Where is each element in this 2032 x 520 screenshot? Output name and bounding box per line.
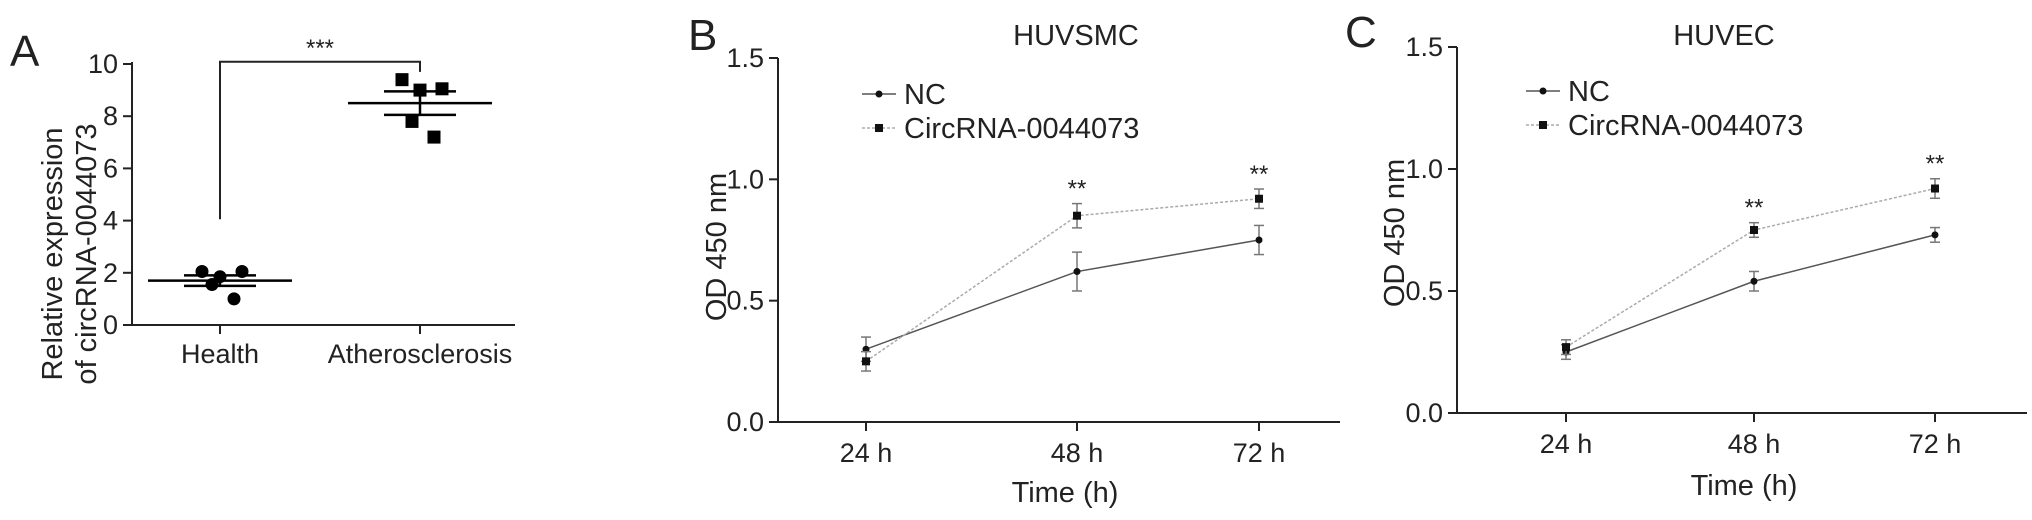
panel-a-x-tick-label: Atherosclerosis: [328, 339, 513, 369]
panel-c-legend-marker: [1539, 87, 1547, 95]
panel-b-significance-label: **: [1068, 175, 1087, 202]
panel-c-point-circrna: [1750, 226, 1758, 234]
panel-c-significance-label: **: [1745, 194, 1764, 221]
panel-a-ylabel-line2: of circRNA-0044073: [71, 123, 103, 384]
panel-b: B HUVSMC OD 450 nm Time (h) 0.0 0.5 1.0 1.5…: [688, 11, 1340, 509]
panel-a-point-health: [227, 292, 241, 306]
panel-c-point-nc: [1931, 231, 1939, 239]
panel-c-plot-area: 0.0 0.5 1.0 1.5 24 h 48 h 72 h NCCircRNA-004407…: [1405, 32, 2027, 459]
panel-b-y-tick-label: 1.0: [726, 164, 764, 194]
panel-a-ylabel: Relative expression of circRNA-0044073: [37, 123, 103, 384]
panel-b-y-tick-label: 1.5: [726, 43, 764, 73]
panel-a-y-tick-label: 0: [103, 310, 118, 340]
panel-c-point-nc: [1750, 277, 1758, 285]
panel-a-point-atherosclerosis: [427, 130, 441, 144]
panel-c-y-tick-label: 1.5: [1405, 32, 1443, 62]
panel-c-y-tick-label: 0.5: [1405, 276, 1443, 306]
panel-a-significance-bracket: [219, 60, 421, 220]
panel-b-point-circrna: [1073, 211, 1081, 220]
panel-c-xlabel: Time (h): [1691, 470, 1798, 502]
panel-b-point-nc: [1073, 268, 1081, 276]
panel-b-significance-label: **: [1250, 161, 1269, 188]
panel-b-x-tick-label: 48 h: [1051, 438, 1104, 468]
panel-a-y-tick-label: 8: [103, 101, 118, 131]
panel-b-y-tick-label: 0.0: [726, 407, 764, 437]
panel-a-y-tick-label: 4: [103, 206, 118, 236]
panel-c-ylabel: OD 450 nm: [1379, 159, 1411, 307]
panel-c: C HUVEC OD 450 nm Time (h) 0.0 0.5 1.0 1.5 2…: [1345, 8, 2027, 502]
panel-b-title: HUVSMC: [1013, 20, 1139, 52]
panel-c-letter: C: [1345, 8, 1377, 57]
panel-b-point-circrna: [862, 357, 870, 366]
panel-a-significance-label: ***: [306, 35, 334, 62]
panel-a-point-atherosclerosis: [435, 82, 449, 96]
panel-a-point-atherosclerosis: [405, 114, 419, 128]
panel-c-legend-label: NC: [1568, 76, 1610, 108]
panel-a-point-atherosclerosis: [395, 73, 409, 87]
panel-a-point-atherosclerosis: [413, 83, 427, 97]
panel-b-point-circrna: [1255, 194, 1263, 203]
panel-a-x-tick-label: Health: [181, 339, 259, 369]
panel-b-legend-label: NC: [904, 79, 946, 111]
panel-b-plot-area: 0.0 0.5 1.0 1.5 24 h 48 h 72 h NCCircRNA-004407…: [726, 43, 1340, 468]
panel-b-legend-marker: [875, 124, 883, 132]
panel-c-legend-label: CircRNA-0044073: [1568, 110, 1803, 142]
panel-a-y-tick-label: 10: [88, 49, 118, 79]
panel-c-legend-marker: [1539, 121, 1547, 129]
panel-b-ylabel: OD 450 nm: [701, 173, 733, 321]
panel-c-point-circrna: [1562, 343, 1570, 352]
panel-c-y-tick-label: 1.0: [1405, 154, 1443, 184]
panel-c-x-tick-label: 72 h: [1909, 429, 1962, 459]
panel-a: A Relative expression of circRNA-0044073…: [10, 27, 515, 385]
panel-a-letter: A: [10, 27, 40, 76]
panel-b-series-line: [865, 239, 1260, 350]
panel-c-y-tick-label: 0.0: [1405, 398, 1443, 428]
panel-c-point-circrna: [1931, 184, 1939, 193]
panel-c-x-tick-label: 48 h: [1728, 429, 1781, 459]
panel-a-y-tick-label: 2: [103, 258, 118, 288]
panel-b-legend-label: CircRNA-0044073: [904, 113, 1139, 145]
panel-b-point-nc: [1255, 236, 1263, 244]
panel-c-series-line: [1565, 234, 1936, 353]
panel-c-significance-label: **: [1926, 150, 1945, 177]
panel-a-y-tick-label: 6: [103, 153, 118, 183]
panel-a-plot-area: 0 2 4 6 8 10 Health Atherosclerosis ***: [88, 35, 515, 369]
panel-b-xlabel: Time (h): [1012, 477, 1119, 509]
panel-c-title: HUVEC: [1673, 20, 1775, 52]
panel-b-x-tick-label: 72 h: [1233, 438, 1286, 468]
panel-a-ylabel-line1: Relative expression: [37, 127, 69, 380]
panel-b-letter: B: [688, 11, 717, 60]
panel-c-x-tick-label: 24 h: [1540, 429, 1593, 459]
panel-b-x-tick-label: 24 h: [840, 438, 893, 468]
panel-b-legend-marker: [875, 90, 883, 98]
panel-b-series-line: [865, 197, 1260, 362]
panel-b-y-tick-label: 0.5: [726, 286, 764, 316]
